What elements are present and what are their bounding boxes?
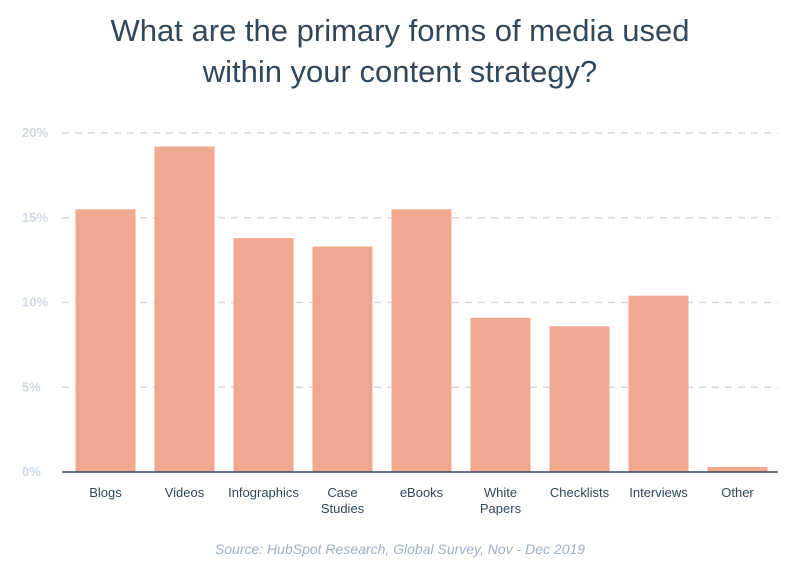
chart-title-line-2: within your content strategy?	[202, 54, 598, 89]
x-tick-label: eBooks	[400, 485, 444, 500]
bar	[75, 209, 136, 472]
chart-title-line-1: What are the primary forms of media used	[110, 13, 690, 48]
x-tick-label: Interviews	[629, 485, 688, 500]
bar	[154, 146, 215, 472]
x-tick-label: Case Studies	[321, 485, 365, 516]
x-tick-label: Blogs	[89, 485, 122, 500]
bar	[233, 238, 294, 472]
bar	[470, 317, 531, 472]
chart-title: What are the primary forms of media used…	[0, 10, 800, 92]
bar	[312, 246, 373, 472]
bar	[707, 466, 768, 472]
bar	[549, 326, 610, 472]
y-tick-label: 0%	[22, 464, 41, 479]
source-note: Source: HubSpot Research, Global Survey,…	[214, 541, 586, 557]
y-tick-label: 15%	[22, 210, 48, 225]
y-tick-label: 20%	[22, 125, 48, 140]
x-tick-label: White Papers	[480, 485, 522, 516]
x-tick-label: Other	[721, 485, 754, 500]
x-tick-label: Checklists	[550, 485, 610, 500]
bar	[628, 295, 689, 472]
y-tick-label: 5%	[22, 379, 41, 394]
bar	[391, 209, 452, 472]
x-tick-label: Videos	[165, 485, 205, 500]
x-tick-label: Infographics	[228, 485, 299, 500]
y-tick-label: 10%	[22, 295, 48, 310]
